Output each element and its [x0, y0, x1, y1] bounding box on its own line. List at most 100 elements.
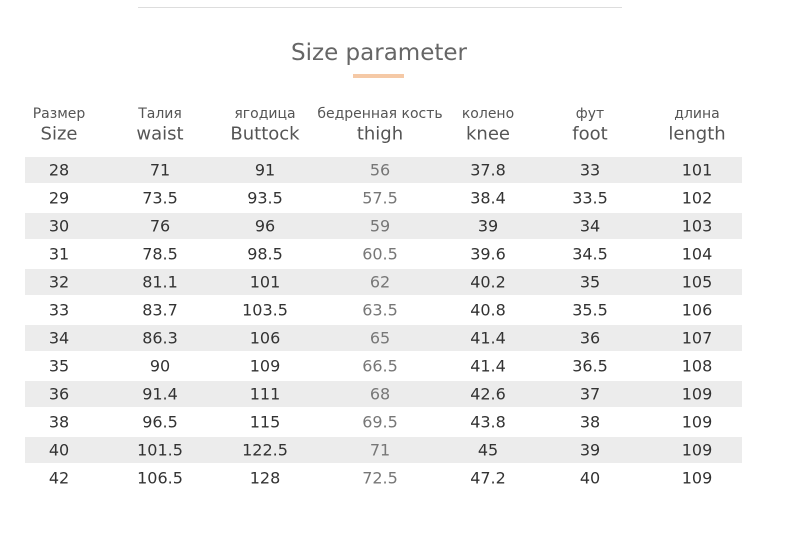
table-cell: 37: [579, 384, 601, 404]
table-cell: 68: [369, 384, 391, 404]
table-cell: 36: [48, 384, 70, 404]
table-cell: 128: [249, 468, 281, 488]
table-cell: 91: [254, 160, 276, 180]
table-cell: 109: [681, 440, 713, 460]
column-header-ru: ягодица: [234, 106, 296, 122]
column-header-en: Buttock: [230, 123, 300, 145]
table-cell: 106: [249, 328, 281, 348]
table-cell: 72.5: [362, 468, 398, 488]
column-header-ru: Размер: [32, 106, 86, 122]
table-cell: 78.5: [142, 244, 178, 264]
table-cell: 45: [477, 440, 499, 460]
table-cell: 42.6: [470, 384, 506, 404]
table-cell: 91.4: [142, 384, 178, 404]
table-cell: 108: [681, 356, 713, 376]
table-cell: 101: [681, 160, 713, 180]
column-header-en: thigh: [356, 123, 404, 145]
table-cell: 38: [579, 412, 601, 432]
table-cell: 41.4: [470, 328, 506, 348]
table-cell: 33: [48, 300, 70, 320]
table-cell: 107: [681, 328, 713, 348]
table-cell: 32: [48, 272, 70, 292]
column-header-ru: колено: [461, 106, 515, 122]
table-cell: 40.8: [470, 300, 506, 320]
table-cell: 33: [579, 160, 601, 180]
column-header-en: waist: [136, 123, 184, 145]
table-cell: 56: [369, 160, 391, 180]
table-cell: 98.5: [247, 244, 283, 264]
column-header-en: foot: [572, 123, 608, 145]
table-cell: 109: [681, 468, 713, 488]
table-cell: 76: [149, 216, 171, 236]
table-cell: 35: [579, 272, 601, 292]
table-cell: 63.5: [362, 300, 398, 320]
table-cell: 105: [681, 272, 713, 292]
table-cell: 34: [579, 216, 601, 236]
table-cell: 57.5: [362, 188, 398, 208]
table-cell: 65: [369, 328, 391, 348]
table-cell: 39: [477, 216, 499, 236]
table-cell: 40.2: [470, 272, 506, 292]
table-cell: 35: [48, 356, 70, 376]
column-header-ru: Талия: [138, 106, 182, 122]
table-cell: 106: [681, 300, 713, 320]
table-cell: 71: [369, 440, 391, 460]
table-cell: 38: [48, 412, 70, 432]
table-cell: 47.2: [470, 468, 506, 488]
table-cell: 37.8: [470, 160, 506, 180]
column-header-ru: длина: [674, 106, 720, 122]
table-cell: 73.5: [142, 188, 178, 208]
table-cell: 36.5: [572, 356, 608, 376]
row-stripe: [25, 325, 742, 351]
table-cell: 101.5: [137, 440, 183, 460]
table-cell: 69.5: [362, 412, 398, 432]
table-cell: 109: [681, 384, 713, 404]
table-cell: 86.3: [142, 328, 178, 348]
table-cell: 109: [249, 356, 281, 376]
table-cell: 30: [48, 216, 70, 236]
row-stripe: [25, 269, 742, 295]
table-cell: 101: [249, 272, 281, 292]
table-cell: 96: [254, 216, 276, 236]
table-cell: 122.5: [242, 440, 288, 460]
table-cell: 66.5: [362, 356, 398, 376]
top-rule: [138, 7, 622, 8]
table-cell: 42: [48, 468, 70, 488]
row-stripe: [25, 213, 742, 239]
table-cell: 62: [369, 272, 391, 292]
table-cell: 34: [48, 328, 70, 348]
table-cell: 109: [681, 412, 713, 432]
table-cell: 60.5: [362, 244, 398, 264]
column-header-en: knee: [466, 123, 510, 145]
table-cell: 103: [681, 216, 713, 236]
row-stripe: [25, 157, 742, 183]
table-cell: 90: [149, 356, 171, 376]
column-header-en: Size: [40, 123, 78, 145]
table-cell: 103.5: [242, 300, 288, 320]
column-header-en: length: [668, 123, 726, 145]
row-stripe: [25, 381, 742, 407]
table-cell: 40: [48, 440, 70, 460]
table-cell: 111: [249, 384, 281, 404]
table-cell: 31: [48, 244, 70, 264]
column-header-ru: фут: [575, 106, 605, 122]
column-header-ru: бедренная кость: [317, 106, 443, 122]
table-cell: 39.6: [470, 244, 506, 264]
table-cell: 38.4: [470, 188, 506, 208]
row-stripe: [25, 437, 742, 463]
table-cell: 28: [48, 160, 70, 180]
table-cell: 96.5: [142, 412, 178, 432]
table-cell: 39: [579, 440, 601, 460]
table-cell: 35.5: [572, 300, 608, 320]
table-cell: 43.8: [470, 412, 506, 432]
table-cell: 33.5: [572, 188, 608, 208]
table-cell: 29: [48, 188, 70, 208]
table-cell: 104: [681, 244, 713, 264]
table-cell: 81.1: [142, 272, 178, 292]
title: Size parameter: [291, 40, 467, 66]
table-cell: 106.5: [137, 468, 183, 488]
table-cell: 71: [149, 160, 171, 180]
table-cell: 40: [579, 468, 601, 488]
table-cell: 34.5: [572, 244, 608, 264]
